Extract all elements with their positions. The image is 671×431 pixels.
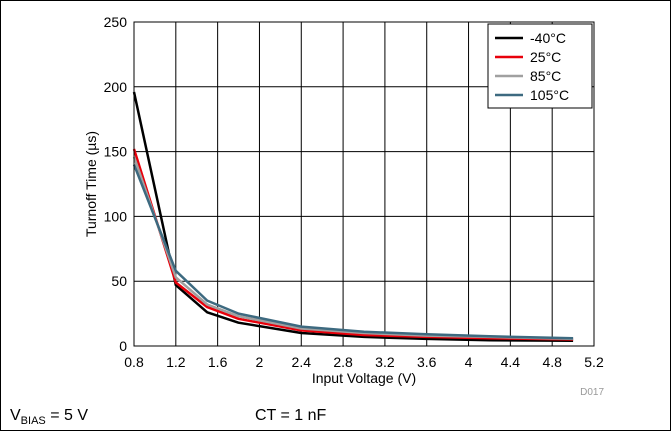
x-tick-label: 2.4 bbox=[292, 354, 312, 370]
x-tick-label: 2 bbox=[256, 354, 264, 370]
x-tick-label: 3.6 bbox=[417, 354, 437, 370]
x-tick-label: 5.2 bbox=[584, 354, 604, 370]
y-axis-title: Turnoff Time (µs) bbox=[83, 131, 99, 237]
series-line bbox=[132, 156, 574, 341]
y-tick-label: 50 bbox=[111, 273, 127, 289]
legend: -40°C 25°C 85°C 105°C bbox=[487, 23, 593, 109]
x-tick-label: 3.2 bbox=[375, 354, 395, 370]
y-tick-label: 100 bbox=[104, 208, 128, 224]
series-layer bbox=[132, 91, 574, 343]
caption: VBIAS = 5 V CT = 1 nF bbox=[10, 407, 327, 427]
legend-label: 25°C bbox=[530, 49, 561, 65]
caption-vbias-main: V bbox=[10, 407, 21, 424]
legend-label: 85°C bbox=[530, 68, 561, 84]
y-tick-label: 200 bbox=[104, 79, 128, 95]
caption-vbias-value: = 5 V bbox=[46, 407, 89, 424]
plot-border bbox=[133, 21, 595, 347]
x-tick-label: 1.6 bbox=[208, 354, 228, 370]
y-tick-label: 0 bbox=[119, 338, 127, 354]
legend-label: -40°C bbox=[530, 30, 566, 46]
legend-label: 105°C bbox=[530, 87, 569, 103]
x-tick-label: 0.8 bbox=[124, 354, 144, 370]
y-tick-labels: 0 50 100 150 200 250 bbox=[104, 14, 128, 354]
series-line bbox=[132, 148, 574, 341]
figure-code: D017 bbox=[580, 387, 604, 398]
x-tick-label: 4 bbox=[465, 354, 473, 370]
x-tick-label: 2.8 bbox=[333, 354, 353, 370]
series-line bbox=[132, 91, 574, 343]
x-tick-label: 4.4 bbox=[501, 354, 521, 370]
y-tick-label: 150 bbox=[104, 144, 128, 160]
caption-vbias-sub: BIAS bbox=[21, 415, 46, 427]
x-axis-title: Input Voltage (V) bbox=[312, 370, 416, 386]
y-tick-label: 250 bbox=[104, 14, 128, 30]
caption-vbias: VBIAS = 5 V bbox=[10, 407, 88, 427]
caption-ct: CT = 1 nF bbox=[255, 407, 327, 424]
x-tick-labels: 0.8 1.2 1.6 2 2.4 2.8 3.2 3.6 4 4.4 4.8 5.2 bbox=[124, 354, 604, 370]
series-line bbox=[132, 164, 574, 340]
x-tick-label: 1.2 bbox=[166, 354, 186, 370]
x-tick-label: 4.8 bbox=[542, 354, 562, 370]
